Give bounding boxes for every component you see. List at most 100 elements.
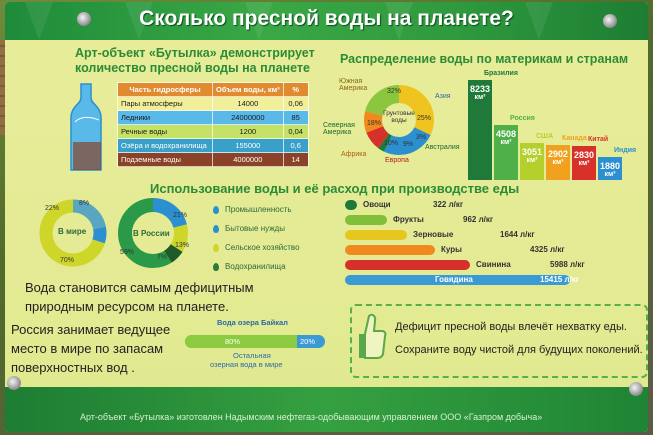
- legend-item-industry: Промышленность: [213, 205, 292, 214]
- message-box: [350, 304, 648, 378]
- country-bar-value: 4508: [495, 129, 517, 140]
- country-bar: 8233 км³: [468, 80, 492, 180]
- world-usage-donut: [39, 199, 107, 267]
- screw-icon: [629, 382, 643, 396]
- table-cell: Озёра и водохранилища: [117, 138, 213, 153]
- drop-icon: [213, 262, 219, 271]
- country-bar-value: 2902: [547, 148, 569, 159]
- screw-icon: [603, 14, 617, 28]
- russia-text-line3: поверхностных вод .: [11, 360, 135, 375]
- food-bar: [345, 245, 435, 255]
- country-name: Индия: [614, 147, 637, 155]
- table-cell: 14: [282, 152, 309, 167]
- pie-pct-label: 10%: [384, 140, 399, 147]
- drop-icon: [213, 224, 219, 233]
- table-cell: 0,06: [282, 96, 309, 111]
- food-value: 5988 л/кг: [550, 260, 585, 269]
- table-row: Пары атмосферы 14000 0,06: [117, 96, 309, 111]
- table-row: Озёра и водохранилища 155000 0,6: [117, 138, 309, 153]
- world-pct: 22%: [45, 205, 60, 212]
- legend-item-household: Бытовые нужды: [213, 224, 285, 233]
- russia-usage-donut: [118, 198, 188, 268]
- pie-label-europe: Европа: [385, 157, 409, 164]
- pie-label-africa: Африка: [341, 151, 367, 158]
- info-board: Сколько пресной воды на планете? Арт-объ…: [5, 2, 648, 432]
- food-value: 1644 л/кг: [500, 230, 535, 239]
- pie-label-asia: Азия: [435, 93, 451, 100]
- board-title: Сколько пресной воды на планете?: [139, 7, 514, 30]
- table-row: Подземные воды 4000000 14: [117, 152, 309, 167]
- board-footer: [5, 387, 648, 432]
- pie-label-australia: Австралия: [425, 144, 460, 151]
- screw-icon: [77, 12, 91, 26]
- food-name: Куры: [441, 245, 462, 254]
- table-cell: Речные воды: [117, 124, 213, 139]
- food-name: Зерновые: [413, 230, 454, 239]
- russia-label: В России: [133, 229, 170, 238]
- table-cell: 85: [282, 110, 309, 125]
- baikal-bottom-label2: озерная вода в мире: [210, 360, 283, 369]
- food-name: Говядина: [435, 275, 473, 284]
- food-bar: [345, 275, 570, 285]
- russia-text-line1: Россия занимает ведущее: [11, 322, 171, 337]
- pie-pct-label: 18%: [367, 120, 382, 127]
- country-bar-value: 2830: [573, 149, 595, 160]
- usage-heading: Использование воды и её расход при произ…: [150, 181, 520, 196]
- russia-pct: 59%: [120, 249, 135, 256]
- distribution-heading: Распределение воды по материкам и страна…: [340, 52, 629, 66]
- legend-label: Промышленность: [225, 205, 292, 214]
- pie-center-label: Грунтовые воды: [383, 110, 415, 124]
- country-bar: 3051 км³: [520, 142, 544, 180]
- country-name: Канада: [562, 134, 587, 142]
- country-bar-unit: км³: [526, 156, 538, 164]
- russia-text-line2: место в мире по запасам: [11, 341, 164, 356]
- bottle-icon: [70, 83, 102, 171]
- table-cell: Подземные воды: [117, 152, 213, 167]
- table-cell: Пары атмосферы: [117, 96, 213, 111]
- bottle-heading-line1: Арт-объект «Бутылка» демонстрирует: [75, 46, 315, 60]
- country-bar-value: 1880: [599, 161, 621, 172]
- food-name: Овощи: [363, 200, 391, 209]
- country-name: Китай: [588, 135, 609, 143]
- legend-label: Водохранилища: [225, 262, 286, 271]
- hydrosphere-table: Часть гидросферы Объем воды, км³ % Пары …: [117, 82, 309, 167]
- food-value: 322 л/кг: [433, 200, 464, 209]
- table-row: Речные воды 1200 0,04: [117, 124, 309, 139]
- baikal-fill: [185, 335, 297, 348]
- world-pct: 70%: [60, 257, 75, 264]
- table-cell: 24000000: [212, 110, 284, 125]
- table-header-cell: %: [282, 82, 309, 97]
- legend-item-agriculture: Сельское хозяйство: [213, 243, 300, 252]
- table-header-cell: Часть гидросферы: [117, 82, 213, 97]
- food-bar: [345, 260, 470, 270]
- table-row: Ледники 24000000 85: [117, 110, 309, 125]
- table-header-cell: Объем воды, км³: [212, 82, 284, 97]
- country-bar-value: 3051: [521, 146, 543, 157]
- country-bar-unit: км³: [578, 159, 590, 167]
- food-name: Фрукты: [393, 215, 424, 224]
- table-cell: 1200: [212, 124, 284, 139]
- food-bar: [345, 230, 407, 240]
- message-line1: Дефицит пресной воды влечёт нехватку еды…: [395, 321, 627, 333]
- baikal-pct-20: 20%: [300, 337, 316, 346]
- country-bar-unit: км³: [604, 171, 616, 179]
- baikal-top-label: Вода озера Байкал: [217, 318, 288, 327]
- country-name: США: [536, 132, 554, 140]
- drop-icon: [213, 243, 219, 252]
- groundwater-pie: [364, 85, 434, 155]
- pie-label-south-america: Южная Америка: [339, 78, 368, 92]
- country-bars: 8233 км³ Бразилия 4508 км³ Россия 3051 км³ США 29…: [468, 70, 636, 180]
- bottle-heading-line2: количество пресной воды на планете: [75, 61, 310, 75]
- russia-pct: 13%: [175, 242, 190, 249]
- country-bar-value: 8233: [469, 84, 491, 94]
- pie-label-north-america: Северная Америка: [323, 122, 355, 136]
- message-line2: Сохраните воду чистой для будущих поколе…: [395, 344, 643, 356]
- table-cell: Ледники: [117, 110, 213, 125]
- country-name: Россия: [510, 115, 535, 123]
- table-cell: 14000: [212, 96, 284, 111]
- food-water-chart: Овощи 322 л/кг Фрукты 962 л/кг Зерновые 1644 …: [345, 200, 645, 296]
- table-cell: 0,6: [282, 138, 309, 153]
- food-name: Свинина: [476, 260, 511, 269]
- world-label: В мире: [58, 227, 87, 236]
- table-cell: 4000000: [212, 152, 284, 167]
